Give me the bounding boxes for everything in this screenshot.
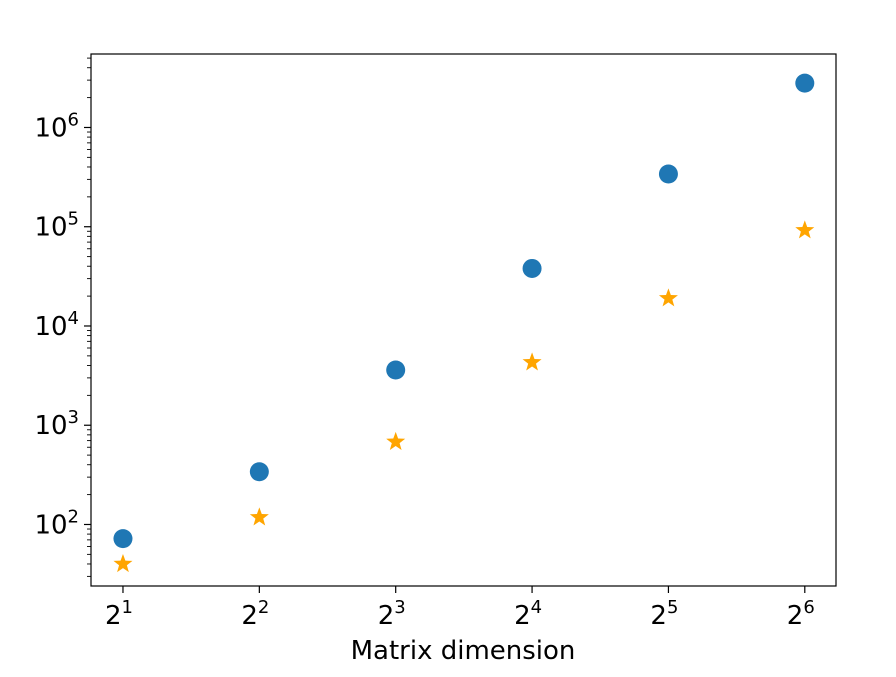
x-tick-label-base: 2 <box>787 601 804 631</box>
x-tick-label-exponent: 2 <box>258 597 269 618</box>
y-minor-ticks <box>87 57 91 577</box>
y-tick-label: 105 <box>34 209 79 243</box>
y-tick-label-exponent: 6 <box>68 109 79 130</box>
x-tick-label: 25 <box>650 597 678 631</box>
data-point-circle <box>249 462 269 482</box>
data-point-star <box>249 507 269 526</box>
y-tick-label-base: 10 <box>34 113 67 143</box>
x-tick-label-base: 2 <box>514 601 531 631</box>
y-tick-label-exponent: 5 <box>68 209 79 230</box>
series-layer <box>113 73 815 573</box>
y-tick-label: 103 <box>34 407 79 441</box>
x-tick-label-exponent: 3 <box>394 597 405 618</box>
data-point-star <box>658 288 678 307</box>
x-tick-label-exponent: 5 <box>667 597 678 618</box>
plot-area <box>91 54 836 586</box>
x-axis-title: Matrix dimension <box>351 636 576 666</box>
x-tick-label: 24 <box>514 597 542 631</box>
x-tick-label: 26 <box>787 597 815 631</box>
y-tick-label-base: 10 <box>34 312 67 342</box>
y-tick-label-exponent: 4 <box>68 308 79 329</box>
series-1 <box>113 73 815 549</box>
x-tick-label: 23 <box>378 597 406 631</box>
data-point-star <box>113 553 133 573</box>
data-point-star <box>522 352 542 371</box>
x-tick-label-exponent: 4 <box>531 597 542 618</box>
data-point-star <box>386 431 406 450</box>
series-2 <box>113 220 815 573</box>
x-tick-label-base: 2 <box>105 601 122 631</box>
x-tick-label-exponent: 1 <box>122 597 133 618</box>
data-point-circle <box>795 73 815 93</box>
y-tick-label-exponent: 2 <box>68 506 79 527</box>
y-tick-label: 104 <box>34 308 79 342</box>
x-axis-ticks: 21 22 23 24 25 26 <box>105 586 815 631</box>
y-tick-label-base: 10 <box>34 213 67 243</box>
y-tick-label-exponent: 3 <box>68 407 79 428</box>
x-tick-label: 22 <box>241 597 269 631</box>
data-point-star <box>795 220 815 239</box>
x-tick-label-base: 2 <box>241 601 258 631</box>
y-tick-label-base: 10 <box>34 411 67 441</box>
y-tick-label: 106 <box>34 109 79 143</box>
data-point-circle <box>113 529 133 549</box>
x-tick-label-base: 2 <box>650 601 667 631</box>
y-tick-label: 102 <box>34 506 79 540</box>
x-tick-label: 21 <box>105 597 133 631</box>
data-point-circle <box>522 258 542 278</box>
x-tick-label-base: 2 <box>378 601 395 631</box>
y-tick-label-base: 10 <box>34 510 67 540</box>
x-tick-label-exponent: 6 <box>803 597 814 618</box>
data-point-circle <box>386 360 406 380</box>
data-point-circle <box>658 164 678 184</box>
plot-frame <box>90 53 837 587</box>
